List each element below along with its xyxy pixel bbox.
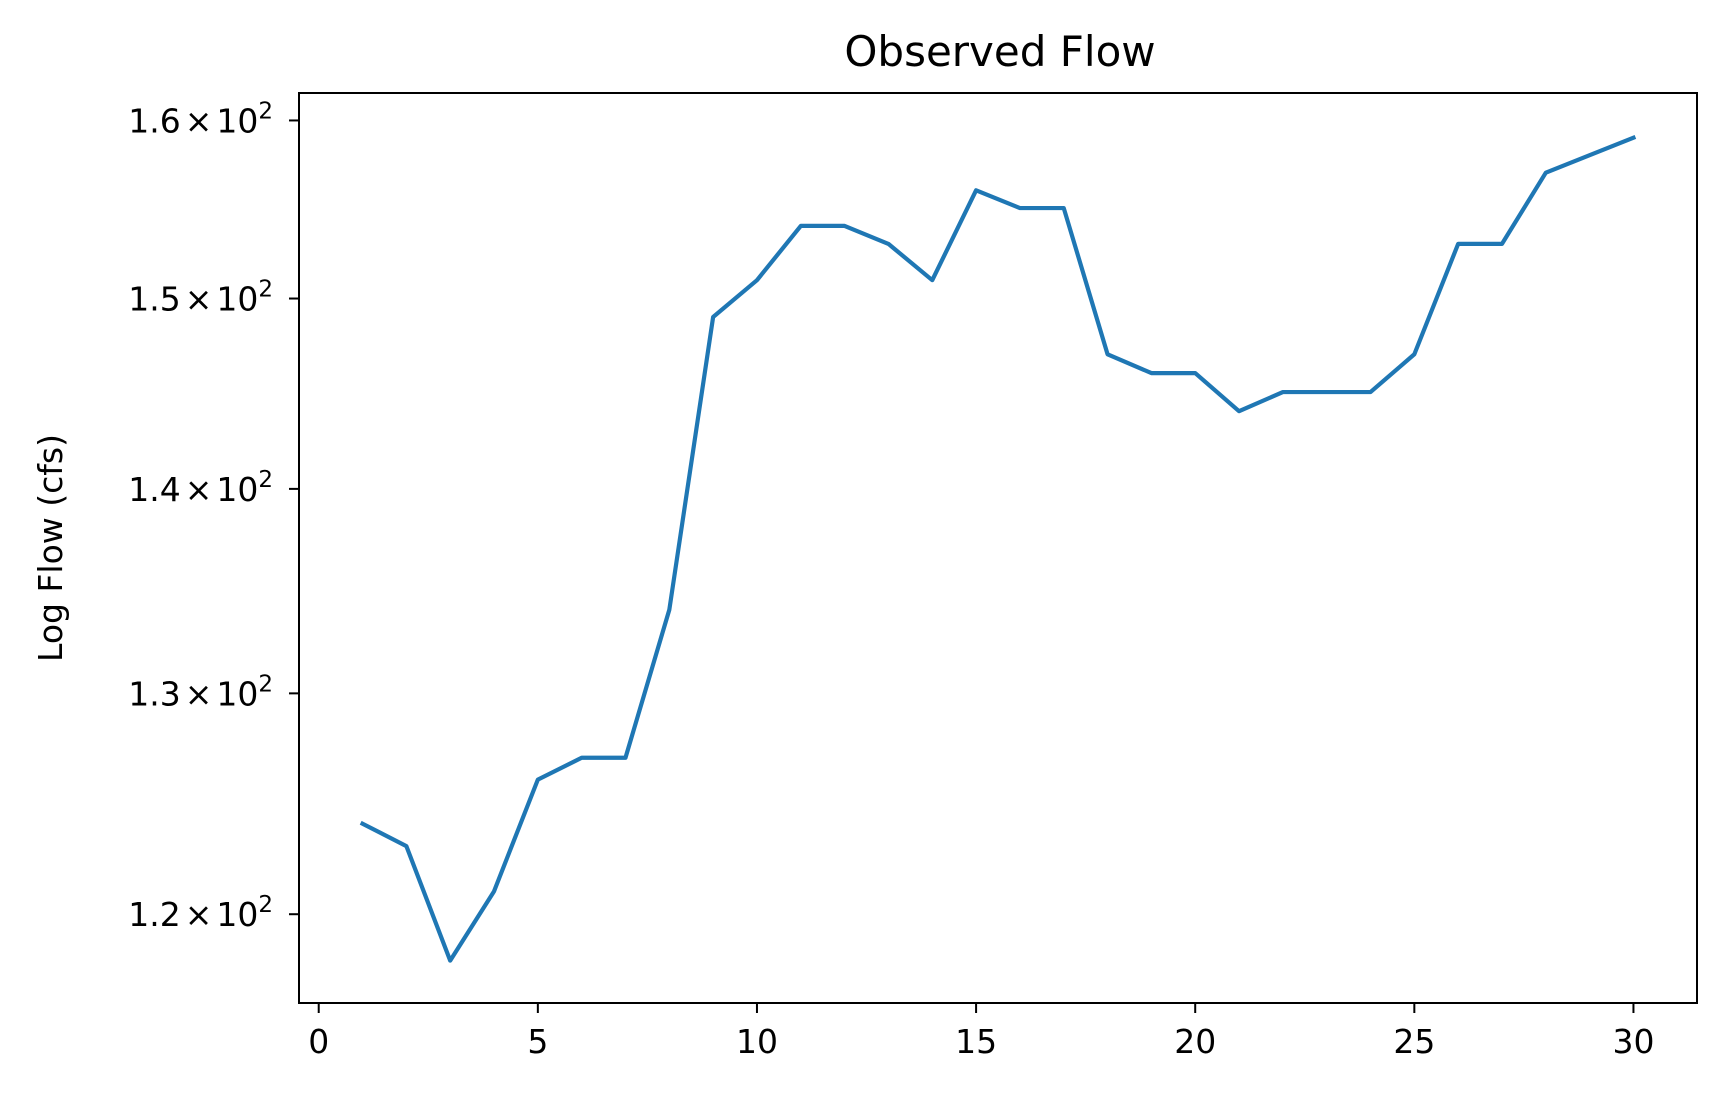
y-tick-mantissa: 1.4 [128, 470, 180, 509]
y-tick-times: × [185, 101, 213, 140]
x-tick-label: 20 [1174, 1022, 1216, 1061]
plot-frame [298, 92, 1698, 1004]
y-tick-base: 10 [216, 470, 258, 509]
y-tick-base: 10 [216, 674, 258, 713]
y-tick-exponent: 2 [258, 892, 273, 918]
y-tick-mantissa: 1.2 [128, 895, 180, 934]
y-tick-times: × [185, 895, 213, 934]
x-tick-label: 25 [1393, 1022, 1435, 1061]
y-tick-exponent: 2 [258, 98, 273, 124]
y-tick-base: 10 [216, 280, 258, 319]
y-tick-label: 1.2 × 102 [128, 892, 273, 934]
y-tick-base: 10 [216, 895, 258, 934]
x-axis: 0 5 10 15 20 25 30 [308, 1003, 1654, 1061]
chart-title: Observed Flow [844, 27, 1155, 76]
y-tick-label: 1.6 × 102 [128, 98, 273, 140]
y-tick-base: 10 [216, 101, 258, 140]
y-tick-times: × [185, 280, 213, 319]
y-tick-exponent: 2 [258, 277, 273, 303]
x-tick-label: 10 [736, 1022, 778, 1061]
y-tick-times: × [185, 674, 213, 713]
y-axis-label: Log Flow (cfs) [31, 434, 70, 662]
y-tick-label: 1.3 × 102 [128, 671, 273, 713]
x-tick-label: 15 [955, 1022, 997, 1061]
y-tick-exponent: 2 [258, 671, 273, 697]
plot-area [359, 135, 1637, 963]
y-tick-mantissa: 1.3 [128, 674, 180, 713]
y-tick-mantissa: 1.6 [128, 101, 180, 140]
y-tick-times: × [185, 470, 213, 509]
x-tick-label: 0 [308, 1022, 329, 1061]
series-line-0 [359, 135, 1637, 963]
y-tick-exponent: 2 [258, 467, 273, 493]
x-tick-label: 30 [1612, 1022, 1654, 1061]
y-tick-mantissa: 1.5 [128, 280, 180, 319]
y-tick-label: 1.4 × 102 [128, 467, 273, 509]
y-tick-label: 1.5 × 102 [128, 277, 273, 319]
x-tick-label: 5 [527, 1022, 548, 1061]
